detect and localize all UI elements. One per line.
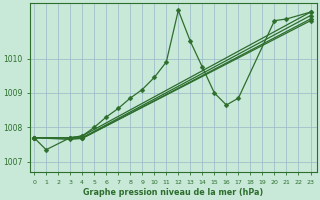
X-axis label: Graphe pression niveau de la mer (hPa): Graphe pression niveau de la mer (hPa) bbox=[84, 188, 264, 197]
